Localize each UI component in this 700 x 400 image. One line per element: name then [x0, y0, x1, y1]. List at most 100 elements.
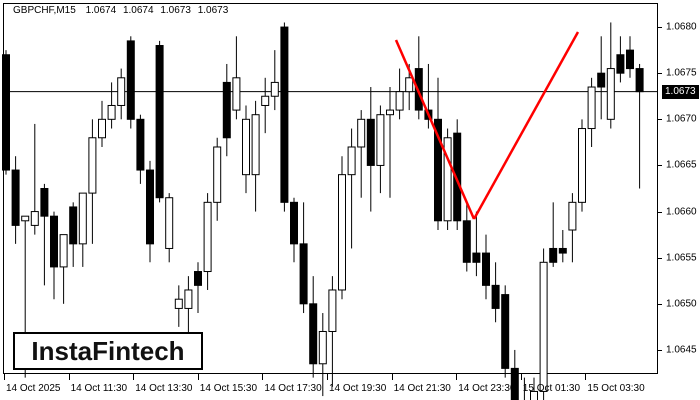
price-axis-label: 1.0670	[666, 113, 697, 125]
candle	[626, 36, 634, 78]
candle	[414, 36, 423, 120]
candle	[357, 110, 366, 198]
candle	[136, 114, 145, 184]
candle	[251, 100, 260, 212]
candle	[232, 36, 241, 120]
candle	[59, 234, 68, 304]
candle	[146, 160, 154, 263]
trendline-group	[394, 31, 580, 220]
candle	[117, 68, 126, 120]
price-axis-label: 1.0645	[666, 344, 697, 356]
candle	[539, 248, 548, 400]
time-tick	[520, 374, 522, 380]
price-tick	[658, 257, 662, 259]
price-axis-label: 1.0660	[666, 206, 697, 218]
time-axis-label: 14 Oct 21:30	[393, 383, 451, 394]
candle	[395, 68, 404, 120]
price-tick	[658, 303, 662, 305]
ascending-trendline[interactable]	[472, 31, 580, 220]
candle	[299, 202, 308, 314]
price-tick	[658, 349, 662, 351]
price-tick	[658, 165, 662, 167]
descending-trendline[interactable]	[394, 39, 476, 220]
candle	[174, 285, 183, 327]
candle	[242, 105, 250, 194]
price-axis-label: 1.0650	[666, 298, 697, 310]
candle	[309, 276, 318, 378]
time-axis-label: 15 Oct 03:30	[587, 383, 645, 394]
candle	[69, 202, 78, 267]
time-axis-label: 15 Oct 01:30	[522, 383, 581, 394]
candle	[107, 82, 116, 129]
price-axis[interactable]: 1.0680 1.0675 1.0670 1.0665 1.0660 1.0655 1.06…	[658, 0, 700, 400]
candle	[328, 276, 337, 387]
candle	[203, 193, 212, 290]
time-tick	[456, 374, 458, 380]
candle	[40, 183, 49, 286]
candle	[213, 137, 222, 221]
candle	[290, 197, 298, 263]
candle	[318, 313, 327, 397]
candle	[165, 193, 174, 263]
time-tick	[197, 374, 199, 380]
candle	[462, 202, 471, 272]
time-axis-label: 14 Oct 2025	[6, 383, 61, 394]
candle	[568, 193, 577, 263]
instafintech-logo: InstaFintech	[31, 335, 185, 366]
candle	[261, 77, 270, 134]
candle	[222, 63, 231, 157]
time-axis-label: 14 Oct 23:30	[458, 383, 516, 394]
candle	[347, 128, 356, 249]
quote-close: 1.0673	[197, 5, 229, 16]
candle	[376, 105, 385, 194]
candle	[30, 123, 39, 235]
candle	[98, 100, 106, 147]
time-axis-label: 14 Oct 13:30	[135, 383, 193, 394]
candle	[530, 377, 538, 400]
time-tick	[68, 374, 70, 380]
candle	[578, 119, 586, 212]
quote-high: 1.0674	[122, 5, 154, 16]
candle	[501, 285, 510, 378]
candle	[587, 77, 596, 147]
candle	[523, 377, 525, 400]
candle	[155, 40, 164, 203]
price-axis-label: 1.0665	[666, 159, 697, 171]
candle	[549, 202, 558, 267]
quote-low: 1.0673	[160, 5, 191, 16]
price-axis-label: 1.0655	[666, 252, 697, 264]
time-axis-label: 14 Oct 17:30	[264, 383, 322, 394]
price-tick	[658, 73, 662, 75]
price-axis-label: 1.0675	[666, 67, 697, 79]
candle	[184, 276, 193, 337]
candle	[453, 119, 462, 231]
candle	[606, 22, 615, 129]
candle	[558, 230, 567, 263]
quote-header: GBPCHF,M15 1.0674 1.0674 1.0673 1.0673	[13, 5, 232, 16]
candle	[434, 77, 442, 231]
time-axis[interactable]: 14 Oct 2025 14 Oct 11:30 14 Oct 13:30 14 Oc…	[0, 374, 700, 400]
candle	[491, 262, 500, 323]
candle	[482, 234, 490, 300]
symbol-label: GBPCHF,M15	[13, 5, 76, 16]
time-axis-label: 14 Oct 15:30	[199, 383, 258, 394]
time-tick	[262, 374, 264, 380]
candle	[78, 192, 87, 267]
candle	[616, 36, 625, 83]
candle	[338, 156, 346, 300]
candle	[443, 128, 452, 231]
current-price-badge: 1.0673	[662, 84, 699, 99]
price-tick	[658, 119, 662, 121]
time-axis-label: 14 Oct 19:30	[329, 383, 387, 394]
logo-box: InstaFintech	[13, 332, 203, 370]
candle	[194, 262, 202, 314]
price-tick	[658, 27, 662, 29]
time-tick	[327, 374, 328, 380]
candle	[126, 36, 135, 129]
time-axis-label: 14 Oct 11:30	[70, 383, 128, 394]
candle	[366, 87, 375, 212]
candle	[88, 119, 97, 244]
candle	[635, 63, 644, 189]
time-tick	[4, 374, 5, 380]
